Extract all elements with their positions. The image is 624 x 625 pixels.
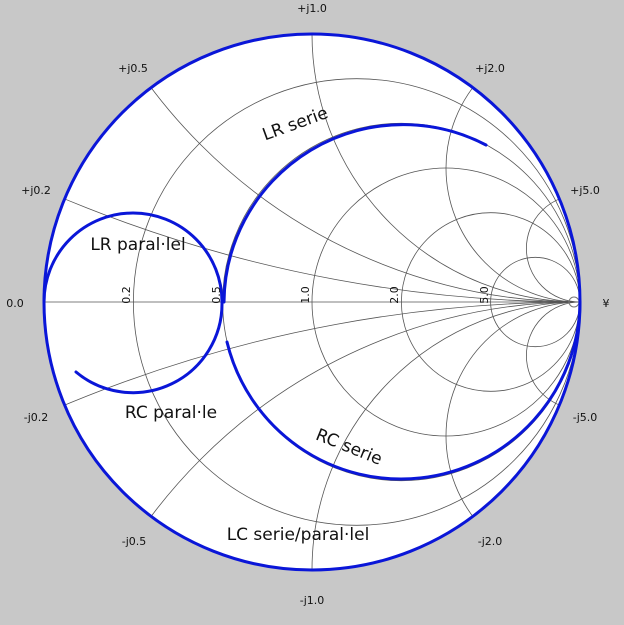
trajectory-curves — [42, 32, 582, 572]
label-plus-j2: +j2.0 — [475, 62, 505, 75]
label-lc: LC serie/paral·lel — [227, 525, 370, 545]
reactance-labels: +j1.0 +j0.5 +j2.0 +j0.2 +j5.0 0.0 ¥ -j0.… — [6, 2, 609, 607]
lr-series-curve — [222, 123, 488, 304]
label-infinity: ¥ — [603, 297, 610, 310]
resistance-circle-2-0 — [401, 212, 580, 392]
label-r-1-0: 1.0 — [299, 286, 312, 304]
label-minus-j2: -j2.0 — [478, 535, 503, 548]
label-minus-j0-5: -j0.5 — [122, 535, 147, 548]
reactance-arc-plus-5-0 — [526, 194, 580, 303]
rc-parallel-curve — [74, 300, 224, 395]
label-r-2-0: 2.0 — [388, 286, 401, 304]
label-plus-j0-5: +j0.5 — [118, 62, 148, 75]
label-minus-j1: -j1.0 — [300, 594, 325, 607]
label-plus-j5: +j5.0 — [570, 184, 600, 197]
label-lr-paralel: LR paral·lel — [90, 235, 185, 255]
label-zero: 0.0 — [6, 297, 24, 310]
label-plus-j1: +j1.0 — [297, 2, 327, 15]
label-r-5-0: 5.0 — [478, 286, 491, 304]
reactance-arc-minus-2-0 — [445, 301, 580, 570]
resistance-circle-0-2 — [133, 78, 580, 526]
label-rc-paralel: RC paral·le — [125, 403, 217, 423]
resistance-labels: 0.2 0.5 1.0 2.0 5.0 — [120, 286, 491, 304]
rc-series-curve — [225, 300, 582, 481]
label-r-0-5: 0.5 — [210, 286, 223, 304]
label-minus-j0-2: -j0.2 — [24, 411, 49, 424]
label-plus-j0-2: +j0.2 — [21, 184, 51, 197]
reactance-arc-plus-2-0 — [445, 34, 580, 303]
reactance-arc-minus-5-0 — [526, 301, 580, 410]
lr-parallel-curve — [42, 211, 224, 304]
label-r-0-2: 0.2 — [120, 286, 133, 304]
label-minus-j5: -j5.0 — [573, 411, 598, 424]
